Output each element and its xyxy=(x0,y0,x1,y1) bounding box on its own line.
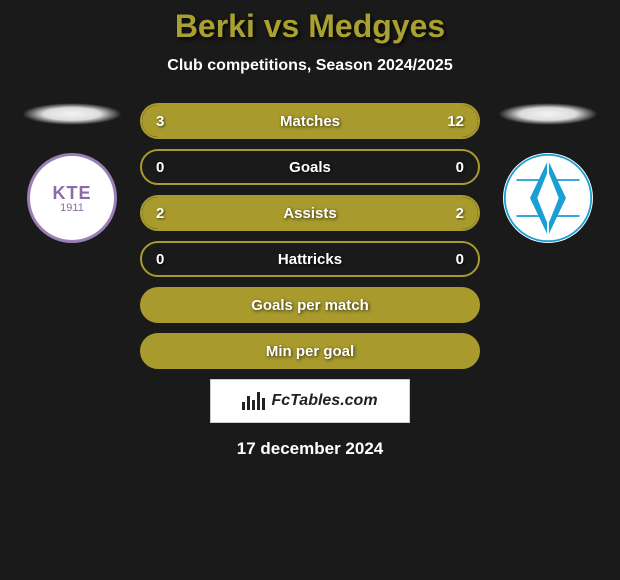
team-crest-right xyxy=(503,153,593,243)
stat-bar: 2 2 Assists xyxy=(140,195,480,231)
main-area: KTE 1911 3 12 Matches 0 0 Goals 2 2 Assists 0 0 Hat… xyxy=(0,103,620,369)
stat-label: Goals per match xyxy=(251,297,369,314)
player-shadow-left xyxy=(22,103,122,125)
bars-icon xyxy=(242,392,265,410)
stat-value-right: 0 xyxy=(456,159,464,176)
page-title: Berki vs Medgyes xyxy=(175,8,445,45)
footer-date: 17 december 2024 xyxy=(237,439,384,459)
stat-label: Hattricks xyxy=(278,251,342,268)
stat-value-right: 2 xyxy=(456,205,464,222)
brand-bar xyxy=(252,400,255,410)
crest-left-inner: KTE 1911 xyxy=(37,168,107,228)
title-player-left: Berki xyxy=(175,8,255,44)
stat-value-left: 2 xyxy=(156,205,164,222)
stat-bar: Goals per match xyxy=(140,287,480,323)
brand-text: FcTables.com xyxy=(271,392,377,410)
stat-bar: 3 12 Matches xyxy=(140,103,480,139)
infographic-container: Berki vs Medgyes Club competitions, Seas… xyxy=(0,0,620,580)
brand-box[interactable]: FcTables.com xyxy=(210,379,410,423)
stat-value-left: 0 xyxy=(156,251,164,268)
stat-value-left: 0 xyxy=(156,159,164,176)
stat-label: Goals xyxy=(289,159,331,176)
crest-right-svg xyxy=(503,153,593,243)
stat-fill-left xyxy=(142,105,209,137)
stat-value-right: 12 xyxy=(447,113,464,130)
stat-bar: 0 0 Goals xyxy=(140,149,480,185)
brand-bar xyxy=(257,392,260,410)
team-right-column xyxy=(498,103,598,243)
team-left-column: KTE 1911 xyxy=(22,103,122,243)
stat-bar: Min per goal xyxy=(140,333,480,369)
brand-bar xyxy=(242,402,245,410)
stat-label: Assists xyxy=(283,205,336,222)
stat-fill-right xyxy=(209,105,478,137)
stat-label: Matches xyxy=(280,113,340,130)
stats-column: 3 12 Matches 0 0 Goals 2 2 Assists 0 0 Hattricks Goa… xyxy=(140,103,480,369)
brand-bar xyxy=(262,398,265,410)
player-shadow-right xyxy=(498,103,598,125)
team-crest-left: KTE 1911 xyxy=(27,153,117,243)
crest-left-year: 1911 xyxy=(60,202,84,214)
crest-left-abbr: KTE xyxy=(53,183,92,204)
brand-bar xyxy=(247,396,250,410)
subtitle: Club competitions, Season 2024/2025 xyxy=(167,57,452,75)
title-player-right: Medgyes xyxy=(308,8,445,44)
stat-label: Min per goal xyxy=(266,343,354,360)
stat-bar: 0 0 Hattricks xyxy=(140,241,480,277)
title-vs: vs xyxy=(255,8,308,44)
stat-value-left: 3 xyxy=(156,113,164,130)
stat-value-right: 0 xyxy=(456,251,464,268)
